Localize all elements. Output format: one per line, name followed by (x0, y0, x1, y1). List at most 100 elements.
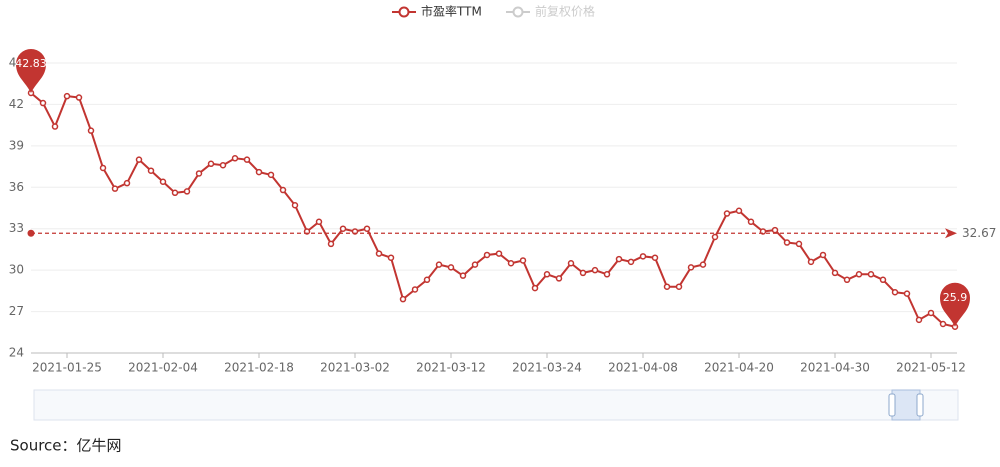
point (63, 92, 71, 100)
point (411, 286, 419, 293)
point (543, 271, 551, 278)
point (903, 290, 911, 297)
point (663, 283, 671, 290)
x-tick-label: 2021-04-20 (704, 361, 774, 375)
pin-min (940, 282, 970, 327)
point (435, 261, 443, 268)
point (387, 254, 395, 261)
x-tick-label: 2021-01-25 (32, 361, 102, 375)
point (927, 309, 935, 317)
point (495, 250, 503, 257)
point (939, 320, 947, 328)
point (51, 123, 59, 130)
y-tick-label: 42 (9, 97, 24, 111)
x-tick-label: 2021-02-04 (128, 361, 198, 375)
point (471, 261, 479, 268)
point (183, 188, 191, 195)
zoom-handle[interactable] (888, 393, 896, 417)
point (879, 276, 887, 284)
point (255, 168, 263, 176)
point (507, 259, 515, 267)
point (627, 258, 635, 266)
point (399, 295, 407, 303)
source-note: Source：亿牛网 (10, 437, 122, 455)
point (423, 276, 431, 284)
point (207, 160, 215, 168)
point (111, 185, 119, 192)
point (87, 127, 95, 134)
point (123, 179, 131, 187)
point (339, 225, 347, 232)
pin-label: 42.83 (15, 57, 47, 70)
y-tick-label: 36 (9, 180, 24, 194)
zoom-handle[interactable] (916, 393, 924, 417)
point (459, 272, 467, 279)
legend-symbol (398, 6, 410, 18)
point (831, 269, 839, 277)
legend-symbol (512, 6, 524, 18)
point (531, 284, 539, 292)
point (291, 201, 299, 209)
point (651, 254, 659, 261)
x-tick-label: 2021-03-02 (320, 361, 390, 375)
point (279, 186, 287, 194)
point (639, 253, 647, 260)
point (867, 271, 875, 278)
point (219, 161, 227, 169)
point (819, 251, 827, 259)
point (591, 266, 599, 274)
point (519, 257, 527, 264)
point (231, 155, 239, 162)
point (603, 271, 611, 278)
point (687, 264, 695, 271)
average-arrow (945, 228, 957, 239)
y-tick-label: 27 (9, 304, 24, 318)
point (171, 189, 179, 197)
point (99, 164, 107, 172)
point (483, 251, 491, 259)
legend-label: 市盈率TTM (421, 4, 482, 19)
zoom-track (33, 389, 959, 421)
point (771, 226, 779, 234)
x-tick-label: 2021-05-12 (896, 361, 966, 375)
point (75, 94, 83, 101)
pin-label: 25.9 (943, 291, 968, 304)
point (843, 276, 851, 284)
average-label: 32.67 (962, 226, 996, 240)
x-tick-label: 2021-02-18 (224, 361, 294, 375)
point (327, 240, 335, 248)
legend: 市盈率TTM 前复权价格 (392, 4, 595, 19)
x-tick-label: 2021-03-24 (512, 361, 582, 375)
line (30, 92, 956, 328)
point (159, 178, 167, 186)
pin-max (16, 48, 46, 93)
x-tick-label: 2021-03-12 (416, 361, 486, 375)
point (891, 288, 899, 296)
point (555, 275, 563, 282)
zoom-window[interactable] (891, 389, 921, 421)
point (363, 225, 371, 232)
point (783, 239, 791, 246)
point (147, 167, 155, 174)
y-tick-label: 33 (9, 221, 24, 235)
point (579, 269, 587, 277)
point (615, 255, 623, 263)
point (675, 283, 683, 290)
y-tick-label: 39 (9, 138, 24, 152)
point (135, 156, 143, 163)
point (39, 99, 47, 107)
point (315, 218, 323, 226)
point (723, 210, 731, 217)
point (711, 233, 719, 241)
data-zoom[interactable] (33, 389, 959, 421)
point (807, 258, 815, 266)
point (855, 271, 863, 278)
point (375, 250, 383, 257)
point (267, 171, 275, 179)
y-tick-label: 30 (9, 263, 24, 277)
point (243, 156, 251, 163)
point (699, 261, 707, 268)
x-tick-label: 2021-04-08 (608, 361, 678, 375)
legend-label: 前复权价格 (535, 4, 595, 19)
